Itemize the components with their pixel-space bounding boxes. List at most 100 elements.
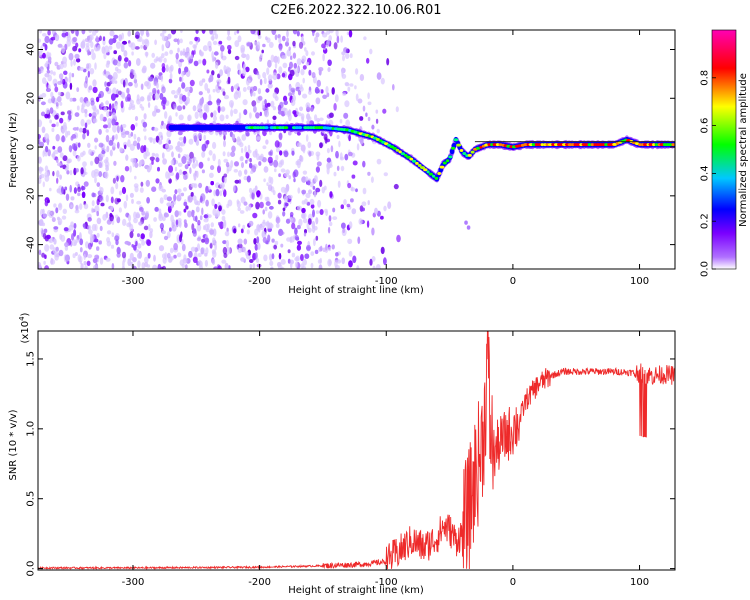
spectrogram-noise-speckle [94,205,100,213]
spectrogram-noise-speckle [61,32,67,38]
spectrogram-noise-speckle [283,100,288,106]
spectrogram-noise-speckle [333,42,338,50]
spectrogram-noise-speckle [212,141,217,150]
spectrogram-noise-speckle [256,190,261,197]
spectrogram-ridge-core [638,143,642,147]
spectrogram-noise-speckle [80,118,85,127]
spectrogram-noise-speckle [277,261,282,268]
spectrogram-noise-speckle [197,132,202,140]
spectrogram-noise-speckle [156,82,159,89]
spectrogram-noise-speckle [110,206,114,211]
spectrogram-noise-speckle [126,222,132,228]
spectrogram-noise-speckle [275,216,281,224]
spectrogram-noise-speckle [366,57,370,64]
spectrogram-noise-speckle [312,30,315,37]
spectrogram-noise-speckle [354,85,357,90]
spectrogram-noise-speckle [301,176,307,183]
spectrogram-noise-speckle [195,206,200,213]
spectrogram-noise-speckle [88,229,93,235]
spectrogram-noise-speckle [98,128,102,135]
spectrogram-noise-speckle [247,144,251,151]
spectrogram-noise-speckle [69,82,73,90]
spectrogram-noise-speckle [42,77,47,84]
snr-frame [37,330,676,571]
spectrogram-noise-speckle [201,169,205,174]
spectrogram-noise-speckle [209,172,214,178]
spectrogram-noise-speckle [223,189,227,198]
spectrogram-noise-speckle [79,203,83,210]
spectrogram-noise-speckle [41,252,45,258]
spectrogram-noise-speckle [254,252,258,260]
spectrogram-ridge-core [668,143,673,147]
spectrogram-noise-speckle [245,159,248,164]
spectrogram-noise-speckle [242,87,247,92]
spectrogram-noise-speckle [211,198,215,207]
spectrogram-noise-speckle [208,150,213,156]
spectrogram-noise-speckle [240,44,246,53]
spectrogram-noise-speckle [288,175,292,180]
spectrogram-noise-speckle [39,173,45,179]
spectrogram-ridge-core [306,126,311,130]
spectrogram-noise-speckle [173,103,177,108]
spectrogram-noise-speckle [73,229,77,237]
spectrogram-noise-speckle [42,33,47,37]
spectrogram-noise-speckle [87,217,92,222]
spectrogram-noise-speckle [169,72,173,80]
spectrogram-noise-speckle [222,240,227,245]
spectrogram-y-tick-label: -20 [26,188,37,204]
spectrogram-noise-speckle [105,100,109,105]
spectrogram-noise-speckle [44,244,50,252]
spectrogram-noise-speckle [50,257,54,265]
spectrogram-noise-speckle [314,175,318,183]
spectrogram-x-tick-label: 100 [630,276,649,287]
spectrogram-noise-speckle [82,161,87,168]
spectrogram-noise-speckle [188,250,193,258]
spectrogram-noise-speckle [175,219,179,226]
spectrogram-noise-speckle [317,199,322,208]
spectrogram-noise-speckle [327,226,331,234]
spectrogram-noise-speckle [301,189,307,195]
spectrogram-noise-speckle [198,91,203,96]
spectrogram-noise-speckle [192,256,198,263]
spectrogram-noise-speckle [40,111,46,117]
spectrogram-noise-speckle [52,30,55,35]
spectrogram-noise-speckle [152,264,158,269]
spectrogram-noise-speckle [255,136,261,141]
spectrogram-noise-speckle [277,199,282,205]
spectrogram-noise-speckle [143,113,147,120]
spectrogram-noise-speckle [79,96,84,103]
spectrogram-noise-speckle [189,41,193,45]
spectrogram-ridge-core [456,143,462,147]
spectrogram-noise-speckle [56,121,59,127]
spectrogram-noise-speckle [195,159,199,167]
spectrogram-noise-speckle [290,87,296,93]
spectrogram-noise-speckle [80,263,84,269]
spectrogram-noise-speckle [67,110,72,115]
spectrogram-noise-speckle [306,106,311,113]
spectrogram-noise-speckle [352,160,358,166]
spectrogram-noise-speckle [189,167,192,174]
spectrogram-noise-speckle [44,73,50,78]
spectrogram-noise-speckle [189,79,195,87]
spectrogram-noise-speckle [86,119,92,125]
spectrogram-noise-speckle [179,58,185,63]
spectrogram-noise-speckle [160,32,165,37]
spectrogram-noise-speckle [284,187,288,195]
spectrogram-noise-speckle [223,175,227,184]
spectrogram-y-tick-label: 40 [26,43,37,56]
snr-panel: -300 -200 -100 0 100 0.0 0.5 1.0 1.5 Height of … [8,312,676,596]
spectrogram-noise-speckle [285,218,291,224]
spectrogram-noise-speckle [84,122,88,129]
spectrogram-noise-speckle [296,58,302,66]
spectrogram-noise-speckle [112,124,117,133]
spectrogram-noise-speckle [339,152,343,160]
spectrogram-noise-speckle [87,242,92,250]
spectrogram-noise-speckle [222,151,226,157]
spectrogram-noise-speckle [257,41,261,49]
spectrogram-noise-speckle [93,264,99,269]
spectrogram-noise-speckle [160,135,164,141]
spectrogram-noise-speckle [141,67,147,74]
spectrogram-noise-speckle [123,200,128,209]
spectrogram-noise-speckle [288,131,292,136]
spectrogram-noise-speckle [202,112,208,121]
